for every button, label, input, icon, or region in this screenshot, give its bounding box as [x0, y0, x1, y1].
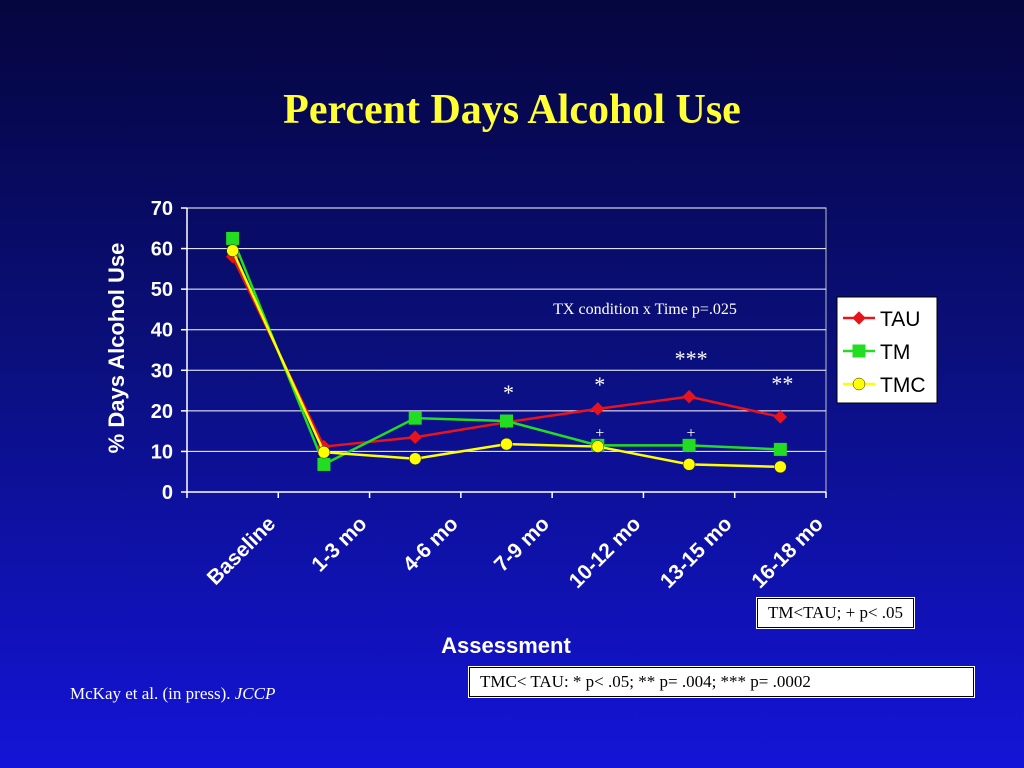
series-layer — [225, 231, 788, 474]
citation: McKay et al. (in press). JCCP — [70, 684, 275, 704]
legend-marker — [852, 377, 866, 391]
data-point-tau — [773, 410, 788, 424]
y-axis-title: % Days Alcohol Use — [104, 243, 129, 454]
slide-title: Percent Days Alcohol Use — [283, 87, 741, 133]
legend-label: TAU — [880, 308, 920, 331]
annotation-plus: + — [595, 425, 604, 442]
x-axis-title: Assessment — [441, 633, 571, 658]
y-tick-label: 50 — [151, 279, 173, 301]
citation-text: McKay et al. (in press). — [70, 684, 231, 703]
data-point-tmc — [591, 440, 605, 453]
data-point-tmc — [317, 445, 331, 459]
data-point-tau — [682, 389, 696, 404]
x-tick-label: 1-3 mo — [307, 512, 371, 576]
y-tick-label: 20 — [151, 401, 173, 423]
data-point-tm — [408, 411, 422, 425]
y-tick-label: 60 — [151, 239, 173, 261]
chart-legend: TAU TM TMC — [836, 296, 938, 404]
y-axis: 0 10 20 30 40 50 60 70 — [151, 198, 188, 504]
data-point-tm — [317, 457, 331, 471]
y-tick-label: 30 — [151, 360, 173, 382]
data-point-tm — [682, 438, 696, 452]
series-tm — [226, 231, 787, 471]
annotation-stars: * — [594, 372, 605, 397]
data-point-tmc — [682, 458, 696, 471]
data-point-tm — [226, 231, 240, 245]
annotation-stars: ** — [771, 371, 793, 396]
y-tick-label: 40 — [151, 320, 173, 342]
citation-journal: JCCP — [234, 684, 276, 703]
annotation-condition-time: TX condition x Time p=.025 — [553, 301, 737, 318]
data-point-tm — [773, 442, 787, 456]
data-point-tmc — [408, 452, 422, 465]
y-tick-label: 10 — [151, 441, 173, 463]
annotation-stars: * — [503, 380, 514, 405]
legend-label: TMC — [880, 374, 926, 397]
series-tmc — [226, 244, 787, 474]
x-tick-label: 16-18 mo — [747, 512, 828, 593]
annotation-stars: *** — [675, 346, 708, 371]
y-tick-label: 70 — [151, 198, 173, 220]
x-tick-label: 13-15 mo — [656, 512, 737, 593]
legend-marker — [852, 311, 866, 325]
x-tick-label: 4-6 mo — [399, 512, 463, 576]
legend-label: TM — [880, 341, 910, 364]
annotation-plus: + — [687, 425, 696, 442]
legend-marker — [852, 344, 866, 358]
data-point-tau — [591, 402, 605, 416]
x-tick-label: 7-9 mo — [490, 512, 554, 576]
tmc-significance-note: TMC< TAU: * p< .05; ** p= .004; *** p= .… — [469, 667, 974, 697]
data-point-tmc — [226, 244, 239, 257]
x-tick-label: Baseline — [203, 512, 280, 589]
annotation-layer: TX condition x Time p=.025* ******+ + — [503, 301, 793, 442]
y-tick-label: 0 — [162, 482, 173, 504]
data-point-tmc — [774, 460, 787, 474]
tm-significance-note: TM<TAU; + p< .05 — [757, 598, 915, 628]
x-axis: Baseline 1-3 mo 4-6 mo 7-9 mo 10-12 mo 13-15 … — [186, 491, 828, 593]
data-point-tm — [500, 414, 513, 428]
x-tick-label: 10-12 mo — [565, 512, 646, 593]
data-point-tmc — [500, 437, 513, 451]
data-point-tau — [408, 430, 422, 444]
